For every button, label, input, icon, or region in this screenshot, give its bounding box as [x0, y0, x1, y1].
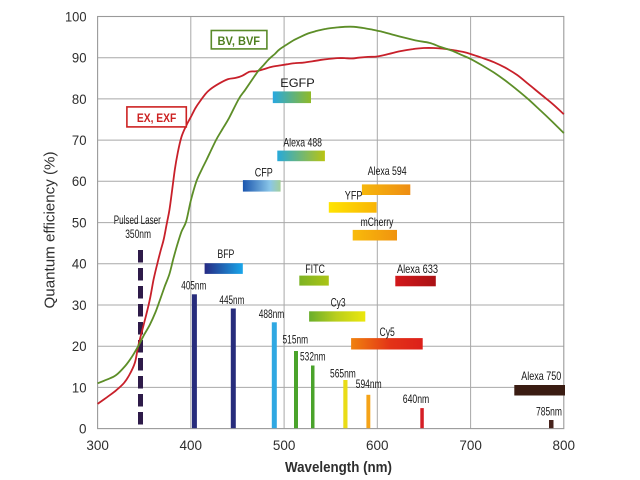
svg-text:50: 50	[72, 215, 87, 231]
svg-text:Cy3: Cy3	[331, 295, 346, 309]
svg-text:30: 30	[72, 297, 87, 313]
svg-text:YFP: YFP	[345, 189, 363, 203]
svg-text:Alexa 488: Alexa 488	[283, 136, 322, 150]
svg-text:EX, EXF: EX, EXF	[137, 111, 176, 125]
svg-text:60: 60	[72, 173, 87, 189]
svg-text:800: 800	[553, 437, 576, 453]
svg-text:Alexa 633: Alexa 633	[397, 262, 438, 276]
svg-text:600: 600	[366, 437, 389, 453]
svg-text:594nm: 594nm	[356, 379, 382, 391]
svg-text:Alexa 750: Alexa 750	[521, 369, 561, 383]
svg-text:Cy5: Cy5	[380, 325, 396, 339]
svg-text:405nm: 405nm	[181, 281, 206, 293]
svg-text:40: 40	[72, 256, 87, 272]
svg-text:EGFP: EGFP	[280, 76, 315, 90]
svg-text:Quantum efficiency (%): Quantum efficiency (%)	[41, 152, 58, 309]
svg-text:100: 100	[65, 8, 87, 24]
svg-text:mCherry: mCherry	[361, 215, 394, 229]
svg-text:515nm: 515nm	[283, 335, 309, 347]
svg-text:350nm: 350nm	[125, 229, 151, 241]
svg-text:90: 90	[72, 50, 87, 66]
svg-text:BFP: BFP	[217, 247, 234, 261]
svg-text:785nm: 785nm	[536, 407, 562, 419]
svg-text:CFP: CFP	[255, 166, 273, 180]
svg-text:532nm: 532nm	[300, 351, 326, 363]
svg-text:0: 0	[79, 421, 87, 437]
svg-text:640nm: 640nm	[403, 394, 430, 406]
svg-text:488nm: 488nm	[259, 309, 285, 321]
svg-text:70: 70	[72, 132, 87, 148]
svg-text:300: 300	[86, 437, 109, 453]
svg-text:BV, BVF: BV, BVF	[218, 34, 261, 48]
svg-text:700: 700	[459, 437, 482, 453]
svg-text:FITC: FITC	[305, 262, 325, 276]
svg-text:10: 10	[72, 379, 87, 395]
svg-text:400: 400	[180, 437, 203, 453]
svg-text:500: 500	[273, 437, 296, 453]
svg-text:20: 20	[72, 338, 87, 354]
svg-text:Pulsed Laser: Pulsed Laser	[114, 215, 161, 227]
svg-text:445nm: 445nm	[219, 295, 244, 307]
svg-text:565nm: 565nm	[330, 368, 356, 380]
svg-text:Wavelength (nm): Wavelength (nm)	[285, 460, 392, 476]
svg-text:Alexa 594: Alexa 594	[368, 164, 407, 178]
svg-text:80: 80	[72, 91, 87, 107]
